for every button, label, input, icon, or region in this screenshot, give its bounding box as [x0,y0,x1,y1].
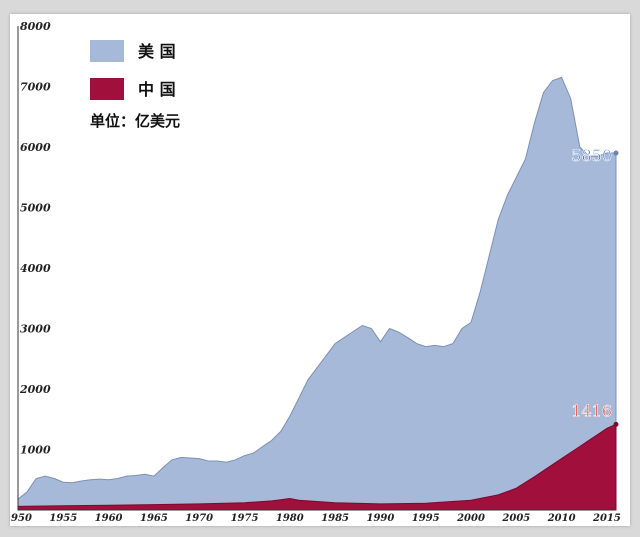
series-end-point-china [613,421,619,427]
series-end-point-usa [613,150,619,156]
series-area-usa [17,76,617,511]
x-tick-label: 1985 [321,513,349,524]
y-tick-label: 5000 [20,202,51,215]
legend-swatch-china [90,78,124,100]
x-tick-label: 1995 [412,513,440,524]
area-chart: 1000 2000 3000 4000 5000 6000 7000 8000 1950 1955… [10,20,621,524]
y-tick-label: 3000 [20,323,51,336]
y-tick-label: 6000 [20,141,51,154]
unit-label: 单位：亿美元 [90,112,180,130]
y-tick-label: 7000 [20,81,51,94]
x-tick-label: 1980 [276,513,304,524]
x-tick-label: 1990 [367,513,395,524]
x-tick-label: 1960 [95,513,123,524]
series-area-china [17,423,617,511]
legend-label-china: 中 国 [138,80,176,99]
data-label-china: 1416 [571,401,612,420]
x-tick-label: 1965 [140,513,168,524]
x-tick-label: 1950 [10,513,32,524]
legend-label-usa: 美 国 [138,42,176,61]
y-tick-label: 2000 [19,383,51,396]
legend-swatch-usa [90,40,124,62]
y-tick-label: 4000 [20,262,51,275]
x-tick-label: 2005 [501,513,530,524]
y-tick-label: 8000 [20,20,51,33]
x-tick-label: 1955 [49,513,77,524]
x-tick-label: 2015 [592,513,621,524]
x-tick-label: 1975 [231,513,259,524]
chart-frame: 1000 2000 3000 4000 5000 6000 7000 8000 1950 1955… [10,14,630,526]
x-tick-label: 2000 [456,513,485,524]
data-label-usa: 5850 [571,146,612,165]
x-tick-label: 1970 [185,513,213,524]
x-tick-label: 2010 [547,513,576,524]
y-tick-label: 1000 [20,444,51,457]
